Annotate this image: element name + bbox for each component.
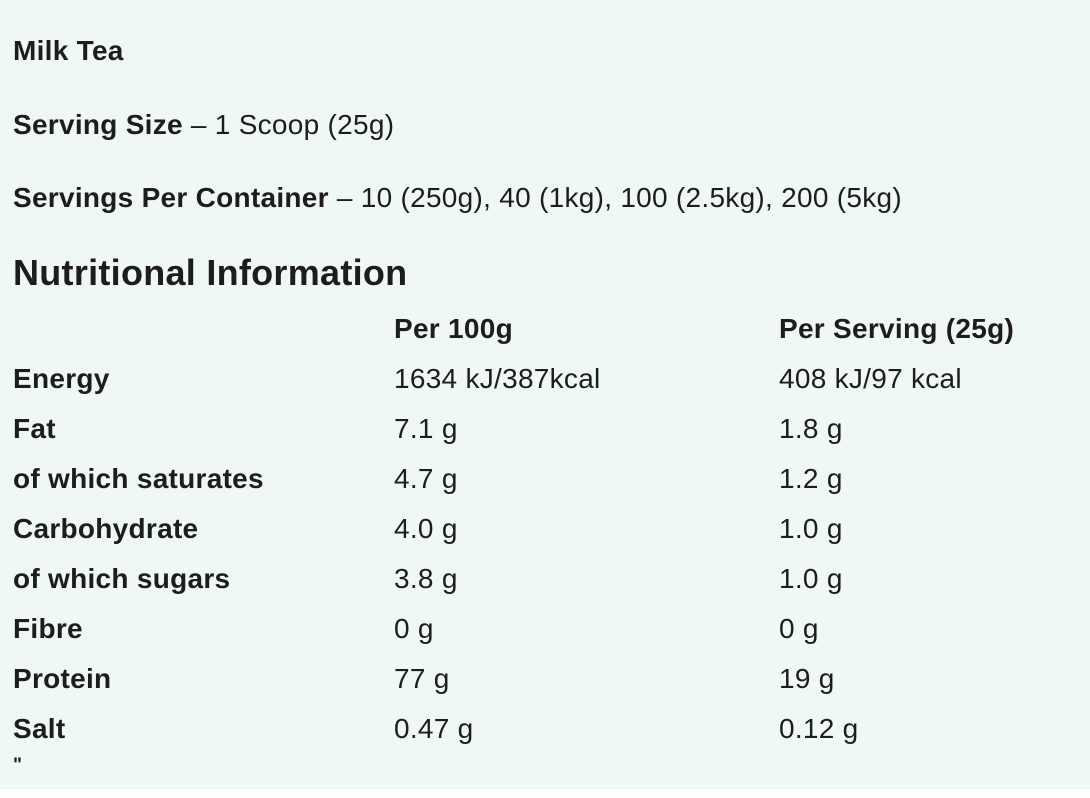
table-row: of which sugars 3.8 g 1.0 g <box>13 554 1077 604</box>
value-per-100g: 1634 kJ/387kcal <box>394 363 601 394</box>
value-per-100g: 4.7 g <box>394 463 458 494</box>
row-label: Salt <box>13 713 66 744</box>
value-per-serving: 0.12 g <box>779 713 859 744</box>
table-row: Energy 1634 kJ/387kcal 408 kJ/97 kcal <box>13 354 1077 404</box>
row-label: of which sugars <box>13 563 231 594</box>
serving-size-value: – 1 Scoop (25g) <box>190 109 395 140</box>
value-per-100g: 77 g <box>394 663 450 694</box>
value-per-100g: 0 g <box>394 613 434 644</box>
value-per-100g: 0.47 g <box>394 713 474 744</box>
row-label: Carbohydrate <box>13 513 199 544</box>
product-title: Milk Tea <box>13 35 124 66</box>
value-per-100g: 4.0 g <box>394 513 458 544</box>
table-row: Protein 77 g 19 g <box>13 654 1077 704</box>
servings-per-container-value: – 10 (250g), 40 (1kg), 100 (2.5kg), 200 … <box>336 182 902 213</box>
value-per-serving: 408 kJ/97 kcal <box>779 363 962 394</box>
row-label: Fibre <box>13 613 83 644</box>
column-header-per-100g: Per 100g <box>394 313 513 344</box>
table-row: of which saturates 4.7 g 1.2 g <box>13 454 1077 504</box>
value-per-serving: 1.0 g <box>779 563 843 594</box>
row-label: Protein <box>13 663 112 694</box>
table-row: Fibre 0 g 0 g <box>13 604 1077 654</box>
table-body: Energy 1634 kJ/387kcal 408 kJ/97 kcal Fat 7.… <box>13 354 1077 754</box>
value-per-serving: 19 g <box>779 663 835 694</box>
serving-size-line: Serving Size – 1 Scoop (25g) <box>13 109 394 141</box>
column-header-per-serving: Per Serving (25g) <box>779 313 1015 344</box>
value-per-100g: 7.1 g <box>394 413 458 444</box>
value-per-100g: 3.8 g <box>394 563 458 594</box>
servings-per-container-label: Servings Per Container <box>13 182 329 213</box>
value-per-serving: 1.0 g <box>779 513 843 544</box>
table-row: Fat 7.1 g 1.8 g <box>13 404 1077 454</box>
value-per-serving: 1.2 g <box>779 463 843 494</box>
row-label: Fat <box>13 413 56 444</box>
serving-size-label: Serving Size <box>13 109 183 140</box>
servings-per-container-line: Servings Per Container – 10 (250g), 40 (1… <box>13 182 902 214</box>
value-per-serving: 1.8 g <box>779 413 843 444</box>
row-label: of which saturates <box>13 463 264 494</box>
row-label: Energy <box>13 363 110 394</box>
table-row: Salt 0.47 g 0.12 g <box>13 704 1077 754</box>
stray-quote-text: " <box>13 755 23 776</box>
value-per-serving: 0 g <box>779 613 819 644</box>
table-header-row: Per 100g Per Serving (25g) <box>13 304 1077 354</box>
nutrition-table: Per 100g Per Serving (25g) Energy 1634 kJ… <box>13 304 1077 754</box>
bottom-white-strip <box>0 789 1090 798</box>
table-row: Carbohydrate 4.0 g 1.0 g <box>13 504 1077 554</box>
nutritional-information-title: Nutritional Information <box>13 252 408 293</box>
